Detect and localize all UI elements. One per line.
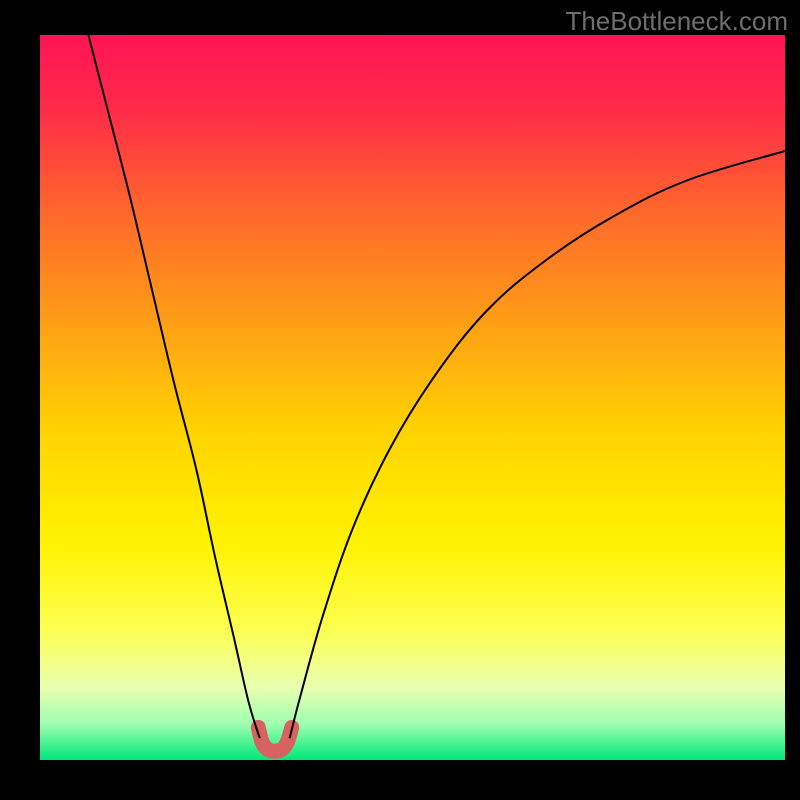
bottleneck-chart xyxy=(0,0,800,800)
plot-background xyxy=(40,35,785,760)
watermark-text: TheBottleneck.com xyxy=(565,6,788,37)
